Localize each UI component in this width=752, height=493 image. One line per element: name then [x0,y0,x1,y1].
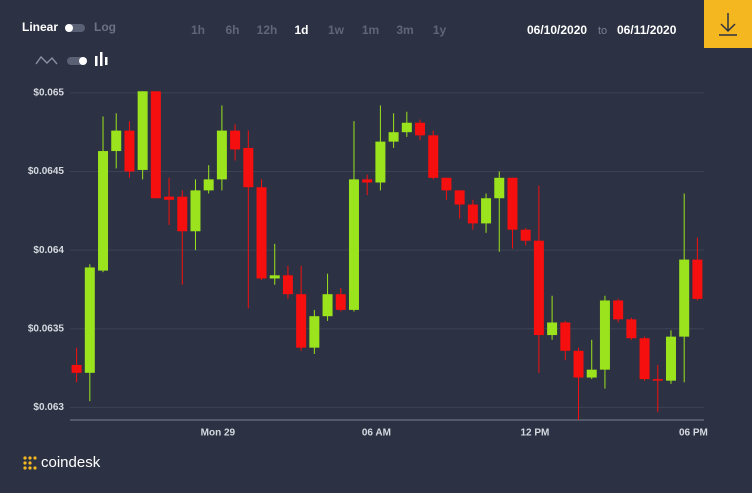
line-icon[interactable] [35,55,58,65]
candle-body [177,196,188,232]
candle-body [348,179,359,310]
date-to[interactable]: 06/11/2020 [617,23,677,37]
range-button[interactable]: 1d [294,23,308,37]
x-tick-label: 12 PM [520,428,549,439]
candle-icon[interactable] [95,52,108,66]
range-button[interactable]: 3m [396,23,413,37]
candle-body [243,147,254,188]
candle-body [256,187,267,279]
candle-body [639,338,650,380]
brand-name: coindesk [41,454,101,471]
candle-body [573,350,584,378]
candle-body [679,259,690,337]
plot-area: $0.063 $0.0635 $0.064 $0.0645 $0.065 Mon 29 06… [28,88,708,439]
candle-body [599,300,610,370]
candle-body [481,198,492,224]
brand-logo [23,456,37,470]
candle-body [665,336,676,381]
range-button[interactable]: 1y [433,23,447,37]
candle-body [467,204,478,224]
range-button[interactable]: 6h [225,23,239,37]
candle-body [84,267,95,373]
candle-body [150,91,161,199]
range-button[interactable]: 1w [328,23,345,37]
candle-body [71,364,82,373]
candle-body [560,322,571,351]
y-tick-label: $0.0645 [28,166,65,177]
candle-body [388,132,399,142]
candle-body [282,275,293,295]
candle-body [164,196,175,200]
scale-log[interactable]: Log [94,20,116,34]
candle-body [401,122,412,133]
candle-body [415,122,426,136]
candle-body [137,91,148,170]
candle-body [335,294,346,310]
y-tick-label: $0.064 [33,245,64,256]
candle-body [547,322,558,336]
toggle-knob [65,24,73,32]
candle-body [494,177,505,199]
range-button[interactable]: 1m [362,23,379,37]
x-tick-label: 06 AM [362,428,391,439]
candle-body [309,316,320,348]
candle-body [441,177,452,191]
y-tick-label: $0.063 [33,402,64,413]
candle-body [190,190,201,232]
scale-linear[interactable]: Linear [22,20,58,34]
candle-body [124,130,135,172]
candle-body [296,294,307,348]
candle-body [613,300,624,320]
candle-body [507,177,518,230]
range-button[interactable]: 12h [257,23,278,37]
download-icon [719,13,737,36]
candle-body [362,179,373,183]
y-tick-label: $0.0635 [28,323,65,334]
candle-body [626,319,637,339]
candle-body [586,369,597,378]
date-separator: to [598,25,607,37]
candle-body [375,141,386,183]
y-tick-label: $0.065 [33,88,64,99]
candle-body [520,229,531,241]
candle-body [98,151,109,271]
x-tick-label: Mon 29 [201,428,236,439]
range-buttons: 1h 6h 12h 1d 1w 1m 3m 1y [191,23,447,37]
candle-body [322,294,333,317]
candle-body [203,179,214,191]
x-tick-label: 06 PM [679,428,708,439]
candle-body [692,259,703,299]
candle-body [111,130,122,152]
candle-body [454,190,465,205]
toggle-knob [79,57,87,65]
candle-body [230,130,241,150]
candle-body [428,135,439,178]
candle-body [269,275,280,279]
candle-body [652,379,663,381]
date-from[interactable]: 06/10/2020 [527,23,587,37]
candle-body [533,240,544,336]
range-button[interactable]: 1h [191,23,205,37]
candle-body [216,130,227,180]
